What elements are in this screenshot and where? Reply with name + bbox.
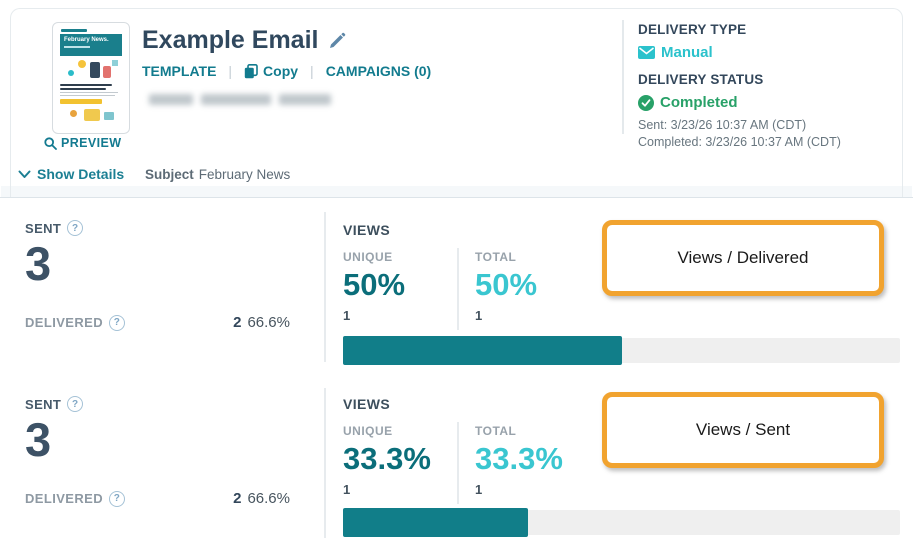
header-divider [0, 197, 913, 198]
header-bottom-shade [1, 186, 912, 197]
unique-count: 1 [343, 308, 351, 323]
unique-label: UNIQUE [343, 424, 393, 438]
unique-label: UNIQUE [343, 250, 393, 264]
copy-icon [244, 63, 258, 78]
sent-value: 3 [25, 237, 52, 290]
annotation-views-sent: Views / Sent [602, 392, 884, 468]
total-pct: 33.3% [475, 441, 563, 476]
template-link[interactable]: TEMPLATE [142, 63, 217, 79]
sent-timestamp: Sent: 3/23/26 10:37 AM (CDT) [638, 118, 807, 132]
row-vertical-divider [324, 212, 326, 362]
delivered-pct: 66.6% [247, 490, 290, 507]
unique-count: 1 [343, 482, 351, 497]
email-thumbnail[interactable]: February News. [52, 22, 130, 134]
subject-value: February News [198, 167, 291, 182]
preview-label: PREVIEW [61, 136, 122, 150]
subject-label: Subject [145, 167, 194, 182]
header-panel [10, 8, 903, 198]
preview-button[interactable]: PREVIEW [44, 136, 121, 150]
delivery-status-label: DELIVERY STATUS [638, 72, 764, 87]
views-progress-track [343, 336, 900, 365]
thumbnail-illustration-2 [60, 107, 122, 127]
delivery-status-value: Completed [638, 94, 841, 111]
views-label: VIEWS [343, 396, 391, 412]
views-label: VIEWS [343, 222, 391, 238]
delivery-type-value: Manual [638, 44, 841, 61]
unique-views-stat: UNIQUE 50% 1 [343, 250, 448, 323]
annotation-views-delivered: Views / Delivered [602, 220, 884, 296]
delivered-pct: 66.6% [247, 314, 290, 331]
thumbnail-cta-button [60, 99, 102, 104]
sent-label: SENT ? [25, 396, 84, 412]
views-progress-fill [343, 336, 622, 365]
page-title: Example Email [142, 26, 319, 54]
thumbnail-logo [61, 29, 87, 32]
total-count: 1 [475, 308, 483, 323]
separator: | [310, 63, 314, 79]
help-icon[interactable]: ? [109, 490, 126, 507]
campaigns-link[interactable]: CAMPAIGNS (0) [325, 63, 432, 79]
delivered-values: 2 66.6% [233, 314, 290, 331]
header-vertical-divider [622, 20, 624, 134]
completed-timestamp: Completed: 3/23/26 10:37 AM (CDT) [638, 135, 841, 149]
metrics-row-views-sent: SENT ? 3 DELIVERED ? 2 66.6% VIEWS UNIQUE… [0, 378, 913, 555]
delivered-label: DELIVERED ? [25, 314, 126, 331]
delivered-count: 2 [233, 490, 242, 507]
delivered-values: 2 66.6% [233, 490, 290, 507]
views-progress-fill [343, 508, 529, 537]
unique-views-stat: UNIQUE 33.3% 1 [343, 424, 448, 497]
help-icon[interactable]: ? [67, 396, 84, 412]
thumbnail-banner-title: February News. [64, 37, 109, 43]
stat-column-divider [457, 422, 459, 504]
sent-value: 3 [25, 413, 52, 466]
delivered-label: DELIVERED ? [25, 490, 126, 507]
metrics-row-views-delivered: SENT ? 3 DELIVERED ? 2 66.6% VIEWS UNIQUE… [0, 198, 913, 378]
thumbnail-banner: February News. [60, 34, 122, 56]
envelope-icon [638, 46, 655, 59]
row-vertical-divider [324, 388, 326, 538]
magnifier-icon [44, 136, 57, 150]
total-views-stat: TOTAL 33.3% 1 [475, 424, 580, 497]
subject-row: Subject February News [145, 167, 290, 182]
chevron-down-icon [18, 170, 31, 178]
delivered-count: 2 [233, 314, 242, 331]
thumbnail-illustration-1 [60, 58, 122, 82]
total-count: 1 [475, 482, 483, 497]
total-label: TOTAL [475, 424, 517, 438]
copy-link[interactable]: Copy [244, 63, 298, 79]
edit-pencil-icon[interactable] [328, 32, 346, 50]
delivery-type-label: DELIVERY TYPE [638, 22, 747, 37]
check-circle-icon [638, 94, 654, 111]
separator: | [228, 63, 233, 79]
delivery-panel: DELIVERY TYPE Manual DELIVERY STATUS Com… [638, 22, 841, 151]
help-icon[interactable]: ? [109, 314, 126, 331]
total-pct: 50% [475, 267, 538, 302]
redacted-sender-info [149, 92, 331, 107]
sent-label: SENT ? [25, 220, 84, 236]
help-icon[interactable]: ? [67, 220, 84, 236]
stat-column-divider [457, 248, 459, 330]
total-label: TOTAL [475, 250, 517, 264]
views-progress-track [343, 508, 900, 537]
show-details-toggle[interactable]: Show Details [18, 166, 124, 182]
unique-pct: 33.3% [343, 441, 431, 476]
unique-pct: 50% [343, 267, 406, 302]
total-views-stat: TOTAL 50% 1 [475, 250, 580, 323]
